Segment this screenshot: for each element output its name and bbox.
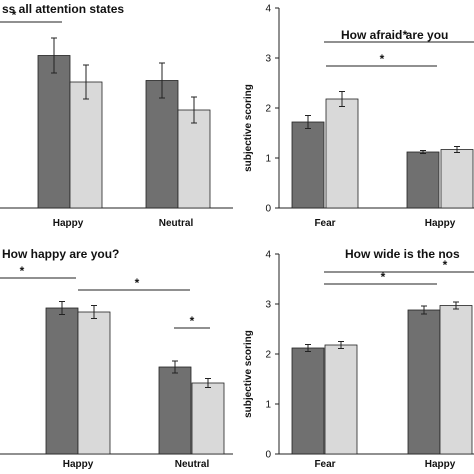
chart-title: How wide is the nos	[345, 247, 460, 261]
y-tick-label: 3	[265, 54, 271, 65]
bar-happy-series-1	[37, 55, 71, 209]
chart-panel-4: How wide is the nos 0 1 2 3 4 subjective scori…	[243, 247, 474, 470]
bar-neutral-series-2	[177, 109, 211, 209]
significance-label: *	[380, 52, 385, 66]
y-axis-label: subjective scoring	[243, 84, 254, 172]
bar-neutral-series-1	[145, 80, 179, 209]
y-tick-label: 1	[265, 400, 271, 411]
bar-neutral-series-2	[191, 382, 225, 455]
chart-panel-1: ss all attention states Happy Neutral *	[0, 2, 233, 229]
bar-fear-series-2	[325, 98, 359, 209]
y-tick-label: 4	[265, 250, 271, 261]
category-label: Fear	[314, 459, 335, 470]
category-label: Neutral	[159, 218, 194, 229]
bar-fear-series-1	[291, 121, 325, 209]
category-label: Fear	[314, 218, 335, 229]
significance-label: *	[443, 258, 448, 272]
significance-label: *	[190, 314, 195, 328]
bar-fear-series-1	[291, 347, 325, 455]
significance-label: *	[381, 270, 386, 284]
bar-happy-series-2	[77, 311, 111, 455]
y-tick-label: 2	[265, 350, 271, 361]
chart-title: How happy are you?	[2, 247, 119, 261]
bar-happy-series-2	[439, 305, 473, 455]
significance-label: *	[403, 28, 408, 42]
y-tick-label: 1	[265, 154, 271, 165]
bar-happy-series-2	[440, 149, 474, 209]
bar-happy-series-1	[45, 307, 79, 455]
bar-fear-series-2	[324, 344, 358, 455]
y-tick-label: 4	[265, 4, 271, 15]
chart-panel-3: How happy are you? Happy Neutral * * *	[0, 247, 233, 470]
bar-happy-series-1	[407, 309, 441, 455]
y-axis-label: subjective scoring	[243, 330, 254, 418]
y-tick-label: 0	[265, 204, 271, 215]
category-label: Happy	[425, 459, 456, 470]
y-tick-label: 3	[265, 300, 271, 311]
chart-panel-2: How afraid are you 0 1 2 3 4 subjective scorin…	[243, 4, 474, 229]
category-label: Happy	[53, 218, 84, 229]
y-tick-label: 2	[265, 104, 271, 115]
significance-label: *	[20, 264, 25, 278]
y-tick-label: 0	[265, 450, 271, 461]
bar-happy-series-1	[406, 151, 440, 209]
category-label: Happy	[425, 218, 456, 229]
bar-happy-series-2	[69, 81, 103, 209]
category-label: Neutral	[175, 459, 210, 470]
bar-neutral-series-1	[158, 366, 192, 455]
chart-title: How afraid are you	[341, 28, 448, 42]
significance-label: *	[12, 8, 17, 22]
category-label: Happy	[63, 459, 94, 470]
significance-label: *	[135, 276, 140, 290]
chart-title: ss all attention states	[2, 2, 124, 16]
